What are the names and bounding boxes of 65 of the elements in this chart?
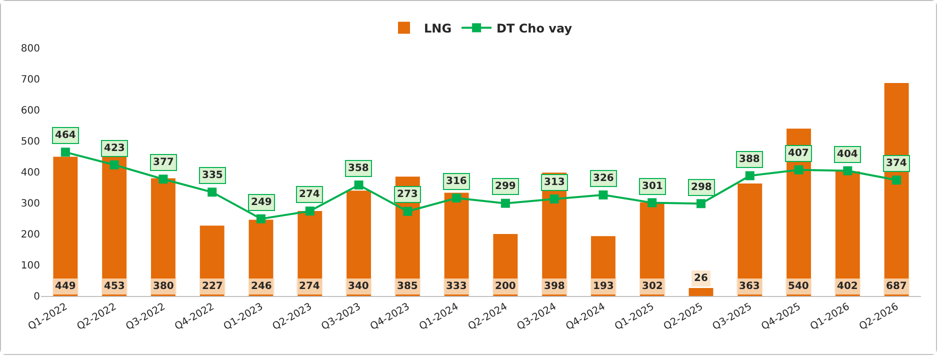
- data-label: 388: [739, 154, 760, 165]
- point: [60, 148, 70, 157]
- data-label: 298: [691, 182, 712, 193]
- y-tick-label: 500: [20, 136, 40, 148]
- y-tick-label: 100: [20, 260, 40, 272]
- point: [843, 166, 852, 176]
- y-tick-label: 700: [20, 74, 40, 86]
- point: [403, 206, 412, 216]
- data-label: 358: [348, 163, 369, 174]
- data-label: 333: [446, 281, 467, 292]
- y-tick-label: 800: [20, 44, 40, 54]
- point: [598, 190, 608, 200]
- point: [305, 206, 314, 216]
- y-tick-label: 200: [20, 230, 40, 240]
- data-label: 26: [694, 273, 708, 284]
- data-label: 193: [593, 281, 614, 292]
- y-tick-label: 600: [20, 106, 40, 116]
- point: [648, 198, 657, 208]
- data-label: 313: [544, 177, 565, 188]
- point: [794, 165, 804, 174]
- data-label: 274: [299, 281, 320, 292]
- data-label: 249: [251, 197, 272, 208]
- y-tick-label: 400: [20, 168, 40, 178]
- data-label: 404: [837, 149, 858, 160]
- data-label: 227: [202, 281, 223, 292]
- data-label: 200: [495, 281, 516, 292]
- data-label: 299: [495, 181, 516, 192]
- data-label: 246: [251, 281, 272, 292]
- data-label: 687: [886, 281, 907, 292]
- point: [256, 214, 266, 224]
- data-label: 377: [153, 157, 174, 168]
- point: [158, 174, 168, 184]
- data-label: 540: [788, 281, 809, 292]
- data-label: 398: [544, 281, 565, 292]
- data-label: 340: [348, 281, 369, 292]
- data-label: 464: [55, 130, 76, 141]
- point: [110, 160, 119, 170]
- data-label: 385: [397, 281, 418, 292]
- data-label: 363: [739, 281, 760, 292]
- data-label: 374: [886, 158, 907, 169]
- point: [452, 194, 462, 203]
- data-label: 449: [55, 281, 76, 292]
- data-label: 273: [397, 189, 418, 200]
- data-label: 402: [837, 281, 858, 292]
- data-label: 316: [446, 176, 467, 187]
- y-tick-label: 300: [20, 198, 40, 210]
- legend-label: LNG: [424, 21, 452, 36]
- y-tick-label: 0: [34, 292, 40, 302]
- point: [550, 194, 559, 204]
- point: [696, 199, 706, 208]
- data-label: 453: [104, 281, 125, 292]
- point: [745, 171, 754, 180]
- data-label: 380: [153, 281, 174, 292]
- data-label: 407: [788, 148, 809, 159]
- data-label: 335: [202, 170, 223, 181]
- data-label: 423: [104, 143, 125, 154]
- data-label: 302: [642, 281, 663, 292]
- point: [500, 198, 510, 208]
- point: [208, 188, 217, 197]
- legend-label: DT Cho vay: [496, 21, 572, 36]
- point: [354, 180, 364, 190]
- data-label: 326: [593, 173, 614, 184]
- data-label: 301: [642, 181, 663, 192]
- data-label: 274: [299, 189, 320, 200]
- point: [892, 176, 902, 185]
